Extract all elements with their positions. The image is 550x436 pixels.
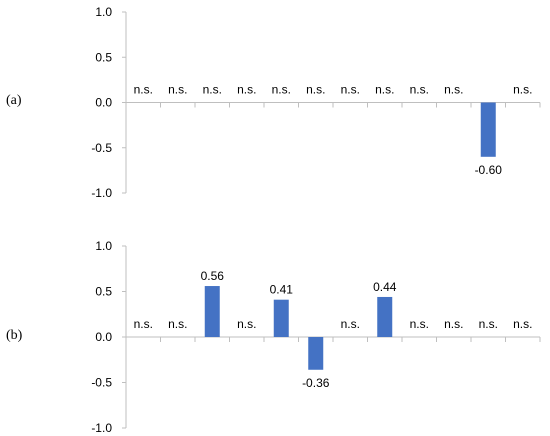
bar-b-2 — [204, 286, 220, 337]
data-label-a-10: -0.60 — [475, 163, 503, 177]
bar-b-5 — [308, 337, 324, 370]
data-label-b-4: 0.41 — [270, 283, 294, 297]
data-label-b-9: n.s. — [444, 317, 463, 331]
data-label-a-6: n.s. — [341, 83, 360, 97]
y-tick-label-b-0: 1.0 — [95, 239, 112, 253]
bar-a-10 — [480, 102, 496, 157]
data-label-a-5: n.s. — [306, 83, 325, 97]
y-tick-label-b-4: -1.0 — [91, 421, 112, 435]
data-label-b-3: n.s. — [237, 317, 256, 331]
y-tick-label-b-1: 0.5 — [95, 285, 112, 299]
data-label-b-6: n.s. — [341, 317, 360, 331]
y-tick-label-b-3: -0.5 — [91, 376, 112, 390]
bar-b-7 — [377, 296, 393, 337]
data-label-a-9: n.s. — [444, 83, 463, 97]
data-label-b-5: -0.36 — [302, 376, 330, 390]
data-label-b-0: n.s. — [134, 317, 153, 331]
y-tick-label-a-4: -1.0 — [91, 186, 112, 200]
data-label-a-2: n.s. — [203, 83, 222, 97]
panel-label-b: (b) — [6, 328, 23, 343]
data-label-a-8: n.s. — [410, 83, 429, 97]
y-tick-label-b-2: 0.0 — [95, 330, 112, 344]
data-label-a-1: n.s. — [168, 83, 187, 97]
data-label-a-7: n.s. — [375, 83, 394, 97]
y-tick-label-a-1: 0.5 — [95, 50, 112, 64]
y-tick-label-a-0: 1.0 — [95, 5, 112, 19]
data-label-b-11: n.s. — [513, 317, 532, 331]
y-tick-label-a-3: -0.5 — [91, 141, 112, 155]
data-label-b-10: n.s. — [479, 317, 498, 331]
data-label-a-0: n.s. — [134, 83, 153, 97]
bar-b-4 — [273, 299, 289, 337]
data-label-b-2: 0.56 — [201, 269, 225, 283]
data-label-b-1: n.s. — [168, 317, 187, 331]
data-label-a-3: n.s. — [237, 83, 256, 97]
data-label-b-8: n.s. — [410, 317, 429, 331]
data-label-a-11: n.s. — [513, 83, 532, 97]
data-label-a-4: n.s. — [272, 83, 291, 97]
y-tick-label-a-2: 0.0 — [95, 96, 112, 110]
panel-label-a: (a) — [6, 93, 22, 108]
data-label-b-7: 0.44 — [373, 280, 397, 294]
